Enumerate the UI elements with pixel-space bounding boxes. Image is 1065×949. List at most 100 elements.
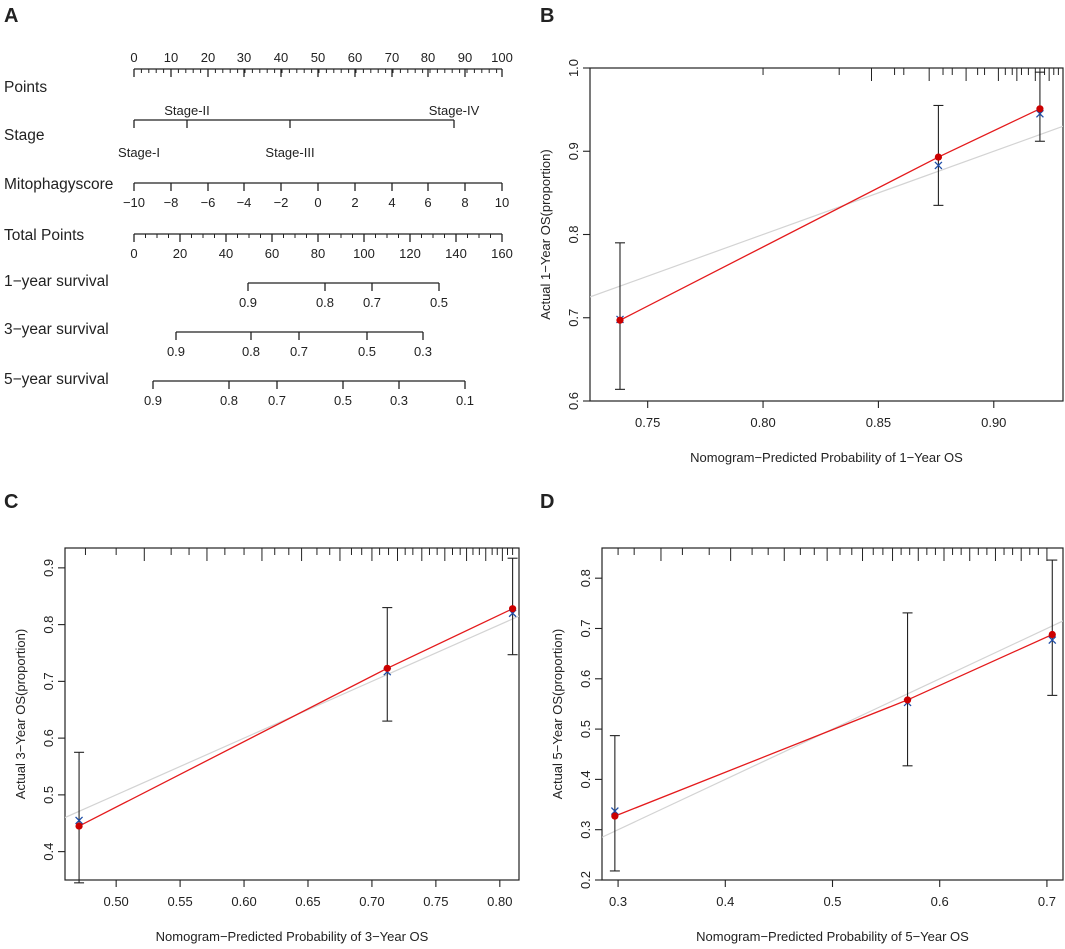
panel-label: B bbox=[540, 5, 554, 27]
y-tick-label: 0.6 bbox=[41, 729, 56, 747]
nomogram-stage-label: Stage-II bbox=[164, 103, 210, 118]
nomogram-tick-label: 20 bbox=[173, 246, 187, 261]
nomogram-tick-label: 30 bbox=[237, 50, 251, 65]
x-tick-label: 0.90 bbox=[981, 415, 1006, 430]
nomogram-tick-label: 100 bbox=[353, 246, 375, 261]
y-tick-label: 0.5 bbox=[578, 720, 593, 738]
y-tick-label: 0.5 bbox=[41, 786, 56, 804]
panel-c: C 0.50 0.55 0.60 0.65 0.70 0.75 0.800.40.50.60… bbox=[4, 491, 520, 944]
panel-label: D bbox=[540, 491, 554, 513]
y-axis-title: Actual 5−Year OS(proportion) bbox=[550, 629, 565, 799]
apparent-point bbox=[934, 153, 943, 161]
x-tick-label: 0.55 bbox=[167, 894, 192, 909]
panel-d: D 0.3 0.4 0.5 0.6 0.7 0.2 0.3 0.4 0.5 0.6 0.7 0.8 No… bbox=[540, 491, 1064, 944]
ideal-diagonal-line bbox=[590, 125, 1063, 298]
plot-frame bbox=[64, 547, 520, 881]
nomogram-tick-label: 0 bbox=[314, 195, 321, 210]
nomogram-row-label: 5−year survival bbox=[4, 371, 109, 388]
nomogram-tick-label: −4 bbox=[237, 195, 252, 210]
apparent-point bbox=[383, 664, 391, 672]
nomogram-tick-label: −2 bbox=[274, 195, 289, 210]
nomogram-stage-label: Stage-IV bbox=[429, 103, 480, 118]
nomogram-row: Mitophagyscore −10 −8 −6 −4 −2 0 2 4 6 8 10 bbox=[4, 176, 509, 210]
error-bar bbox=[74, 751, 85, 884]
bias-corrected-point bbox=[934, 161, 943, 170]
nomogram-tick-label: 120 bbox=[399, 246, 421, 261]
nomogram-tick-label: 0.9 bbox=[167, 344, 185, 359]
nomogram-tick-label: 80 bbox=[421, 50, 435, 65]
nomogram-tick-label: 0 bbox=[130, 246, 137, 261]
x-axis-title: Nomogram−Predicted Probability of 3−Year… bbox=[156, 929, 429, 944]
nomogram-tick-label: 0.7 bbox=[363, 295, 381, 310]
x-tick-label: 0.60 bbox=[231, 894, 256, 909]
apparent-point bbox=[1048, 630, 1056, 639]
y-tick-label: 0.8 bbox=[566, 225, 581, 243]
nomogram-tick-label: 0.3 bbox=[414, 344, 432, 359]
nomogram-tick-label: 0.5 bbox=[358, 344, 376, 359]
nomogram-tick-label: −10 bbox=[123, 195, 145, 210]
x-axis-title: Nomogram−Predicted Probability of 5−Year… bbox=[696, 929, 969, 944]
y-tick-label: 0.8 bbox=[578, 569, 593, 587]
y-axis-title: Actual 1−Year OS(proportion) bbox=[538, 149, 553, 319]
error-bar bbox=[382, 607, 393, 722]
x-tick-label: 0.75 bbox=[635, 415, 660, 430]
plot-frame bbox=[601, 547, 1064, 881]
nomogram-row-label: 3−year survival bbox=[4, 321, 109, 338]
nomogram-tick-label: 100 bbox=[491, 50, 513, 65]
x-axis-title: Nomogram−Predicted Probability of 1−Year… bbox=[690, 450, 963, 465]
calibration-plot-3-year: 0.50 0.55 0.60 0.65 0.70 0.75 0.80 0.4 0.5 0.6 0.7… bbox=[13, 547, 520, 944]
nomogram-tick-label: −6 bbox=[201, 195, 216, 210]
nomogram-tick-label: 10 bbox=[164, 50, 178, 65]
nomogram-tick-label: 20 bbox=[201, 50, 215, 65]
y-tick-label: 0.8 bbox=[41, 616, 56, 634]
error-bar bbox=[902, 612, 913, 767]
nomogram-tick-label: 4 bbox=[388, 195, 395, 210]
x-tick-label: 0.3 bbox=[609, 894, 627, 909]
nomogram-tick-label: 40 bbox=[219, 246, 233, 261]
nomogram-tick-label: −8 bbox=[164, 195, 179, 210]
y-tick-label: 0.7 bbox=[566, 309, 581, 327]
y-tick-label: 0.6 bbox=[566, 392, 581, 410]
nomogram-row-label: 1−year survival bbox=[4, 273, 109, 290]
nomogram-tick-label: 60 bbox=[265, 246, 279, 261]
x-tick-label: 0.65 bbox=[295, 894, 320, 909]
nomogram-tick-label: 0.8 bbox=[220, 393, 238, 408]
x-tick-label: 0.4 bbox=[716, 894, 734, 909]
apparent-point bbox=[616, 316, 624, 324]
nomogram-row-label: Mitophagyscore bbox=[4, 176, 113, 193]
y-tick-label: 0.7 bbox=[578, 619, 593, 637]
nomogram-tick-label: 0.1 bbox=[456, 393, 474, 408]
nomogram-tick-label: 0.9 bbox=[239, 295, 257, 310]
nomogram-tick-label: 0.5 bbox=[334, 393, 352, 408]
nomogram-tick-label: 0.5 bbox=[430, 295, 448, 310]
nomogram-tick-label: 0.3 bbox=[390, 393, 408, 408]
nomogram-tick-label: 0 bbox=[130, 50, 137, 65]
nomogram-tick-label: 0.8 bbox=[316, 295, 334, 310]
nomogram-tick-label: 0.7 bbox=[290, 344, 308, 359]
bias-corrected-point bbox=[1048, 636, 1057, 645]
error-bar bbox=[614, 242, 625, 390]
panel-label: A bbox=[4, 5, 18, 27]
nomogram-row: Total Points 0 20 40 60 80 100 120 140 160 bbox=[4, 227, 513, 261]
nomogram-tick-label: 80 bbox=[311, 246, 325, 261]
calibration-line bbox=[78, 608, 513, 827]
calibration-plot-1-year: 0.75 0.80 0.85 0.90 0.6 0.7 0.8 0.9 1.0 Nomogram−… bbox=[538, 59, 1064, 465]
nomogram-tick-label: 0.9 bbox=[144, 393, 162, 408]
nomogram-tick-label: 160 bbox=[491, 246, 513, 261]
y-tick-label: 1.0 bbox=[566, 59, 581, 77]
nomogram-tick-label: 6 bbox=[424, 195, 431, 210]
nomogram-row: Points 0 10 20 30 40 50 60 70 80 90 100 bbox=[4, 50, 513, 96]
x-tick-label: 0.7 bbox=[1038, 894, 1056, 909]
x-tick-label: 0.5 bbox=[823, 894, 841, 909]
nomogram-row: Stage Stage-II Stage-IV Stage-I Stage-III bbox=[4, 103, 480, 160]
error-bar bbox=[1047, 559, 1058, 696]
panel-label: C bbox=[4, 491, 18, 513]
y-tick-label: 0.7 bbox=[41, 672, 56, 690]
nomogram-row: 3−year survival 0.9 0.8 0.7 0.5 0.3 bbox=[4, 321, 432, 359]
y-tick-label: 0.4 bbox=[578, 770, 593, 788]
nomogram-row-label: Total Points bbox=[4, 227, 84, 244]
nomogram-tick-label: 70 bbox=[385, 50, 399, 65]
